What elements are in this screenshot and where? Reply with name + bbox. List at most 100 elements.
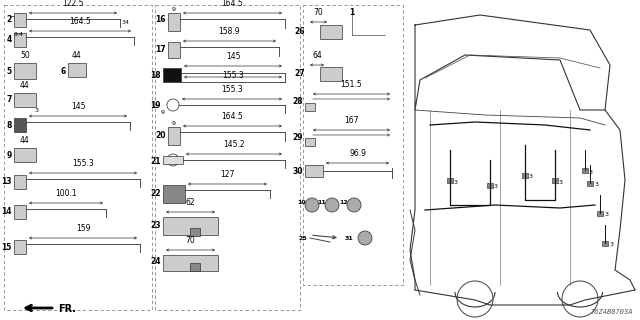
Text: 3: 3 [494,185,498,189]
Circle shape [347,198,361,212]
Text: 3: 3 [454,180,458,185]
Text: 4: 4 [7,35,12,44]
Bar [582,168,588,173]
Text: 9: 9 [172,7,176,12]
Text: 96.9: 96.9 [349,149,366,158]
Text: 26: 26 [294,28,305,36]
Text: 23: 23 [150,220,161,229]
Text: 12: 12 [339,199,348,204]
Text: 8: 8 [6,121,12,130]
Bar [4,5,152,310]
Text: 6: 6 [61,67,66,76]
Text: 127: 127 [220,170,235,179]
Text: 19: 19 [150,100,161,109]
Bar [14,13,26,27]
Text: 17: 17 [156,45,166,54]
Bar [14,118,26,132]
Text: 3: 3 [529,174,533,180]
Bar [305,165,323,177]
Text: 25: 25 [298,236,307,241]
Text: 20: 20 [156,132,166,140]
Bar [163,217,218,235]
Bar [14,148,36,162]
Text: 145: 145 [71,102,85,111]
Bar [487,183,493,188]
Text: 14: 14 [1,207,12,217]
Text: 155.3: 155.3 [221,85,243,94]
Text: 5: 5 [7,67,12,76]
Text: 50: 50 [20,51,30,60]
Text: FR.: FR. [58,304,76,314]
Text: 62: 62 [186,198,195,207]
Text: 164.5: 164.5 [221,112,243,121]
Text: 44: 44 [72,51,82,60]
Text: 64: 64 [312,51,322,60]
Bar [190,263,200,271]
Bar [14,240,26,254]
Bar [552,178,558,183]
Bar [305,103,315,111]
Bar [320,25,342,39]
Text: 164.5: 164.5 [69,17,91,26]
Text: 2: 2 [7,14,12,23]
Bar [522,173,528,178]
Bar [14,33,26,47]
Text: 7: 7 [6,95,12,105]
Bar [320,67,342,81]
Bar [14,63,36,79]
Text: 155.3: 155.3 [222,71,244,80]
Circle shape [325,198,339,212]
Text: 16: 16 [156,14,166,23]
Bar [14,205,26,219]
Text: 145.2: 145.2 [223,140,245,149]
Text: 9: 9 [161,110,165,115]
Bar [303,5,403,285]
Bar [447,178,453,183]
Text: 9: 9 [172,121,176,126]
Text: 9.4: 9.4 [14,32,24,37]
Text: 164.5: 164.5 [221,0,243,8]
Text: 158.9: 158.9 [219,27,240,36]
Text: 44: 44 [20,81,30,90]
Text: 18: 18 [150,70,161,79]
Text: 122.5: 122.5 [62,0,84,8]
Bar [168,42,180,58]
Bar [163,68,181,82]
Bar [14,175,26,189]
Text: 3: 3 [605,212,609,218]
Text: 3: 3 [610,243,614,247]
Text: 167: 167 [344,116,359,125]
Text: 3: 3 [559,180,563,185]
Bar [597,211,603,216]
Text: 3: 3 [589,170,593,174]
Text: 151.5: 151.5 [340,80,362,89]
Bar [587,181,593,186]
Text: 44: 44 [20,136,30,145]
Bar [163,255,218,271]
Bar [155,5,300,310]
Bar [168,127,180,145]
Bar [163,185,185,203]
Text: T6Z4B0703A: T6Z4B0703A [591,309,633,315]
Text: 30: 30 [292,166,303,175]
Circle shape [358,231,372,245]
Text: 15: 15 [2,243,12,252]
Text: 24: 24 [150,258,161,267]
Text: 70: 70 [314,8,323,17]
Bar [168,13,180,31]
Text: 22: 22 [150,189,161,198]
Bar [305,138,315,146]
Text: 10: 10 [298,199,306,204]
Text: 31: 31 [344,236,353,241]
Bar [602,241,608,246]
Text: 29: 29 [292,133,303,142]
Text: 70: 70 [186,236,195,245]
Text: 28: 28 [292,98,303,107]
Text: 1: 1 [349,8,355,17]
Bar [163,156,183,164]
Text: 27: 27 [294,69,305,78]
Bar [14,93,36,107]
Text: 155.3: 155.3 [72,159,94,168]
Text: 159: 159 [76,224,90,233]
Text: 13: 13 [1,178,12,187]
